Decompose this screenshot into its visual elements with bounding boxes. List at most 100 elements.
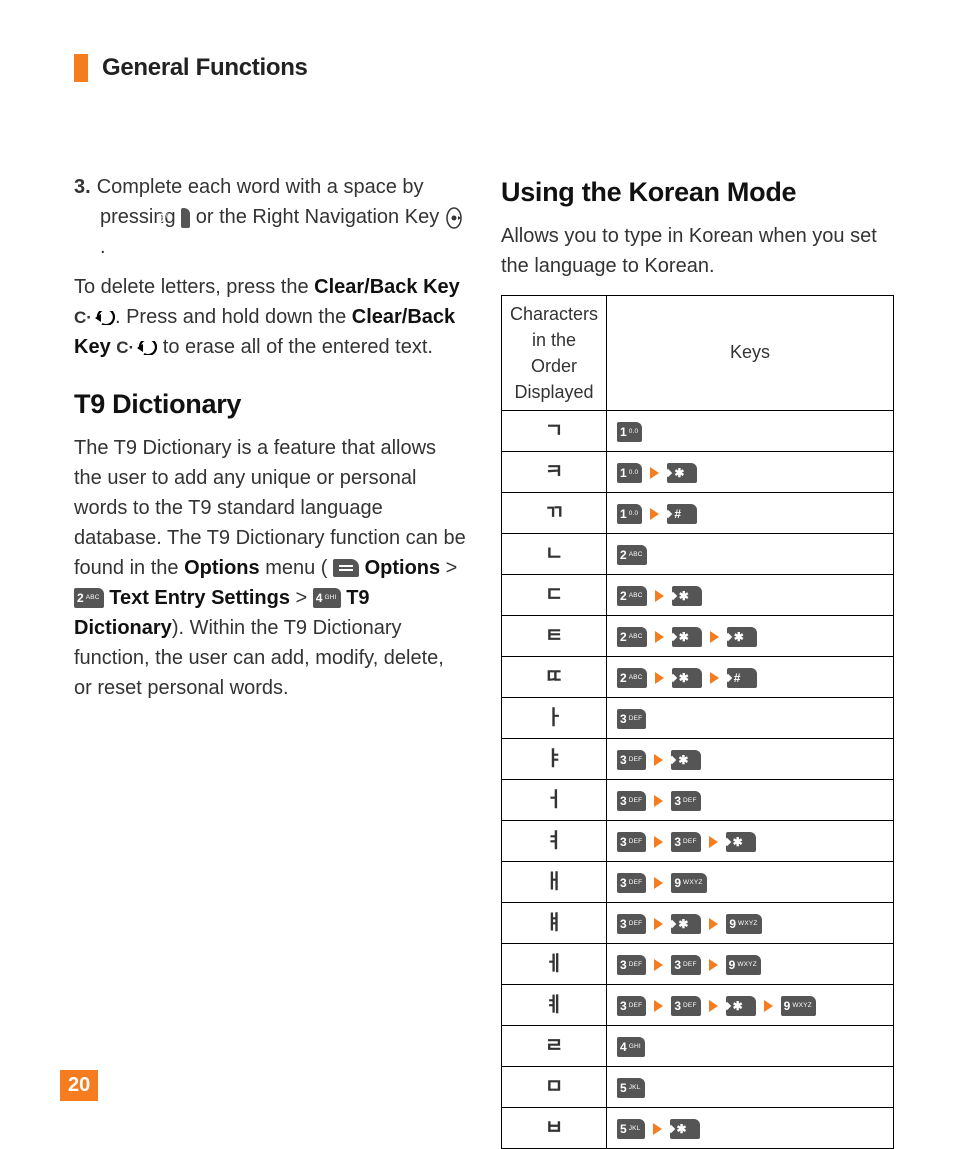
keys-cell: 3DEF3DEF✱ — [607, 820, 894, 861]
key-star-icon: ✱ — [670, 1119, 700, 1139]
char-cell: ㅂ — [502, 1107, 607, 1148]
clear-back-icon: C· — [116, 335, 157, 361]
keys-cell: 3DEF — [607, 697, 894, 738]
arrow-right-icon — [655, 631, 664, 643]
delete-text: To delete letters, press the Clear/Back … — [74, 272, 467, 362]
key-k9-icon: 9WXYZ — [781, 996, 816, 1016]
arrow-right-icon — [650, 467, 659, 479]
table-row: ㄷ2ABC✱ — [502, 574, 894, 615]
char-cell: ㄴ — [502, 533, 607, 574]
right-column: Using the Korean Mode Allows you to type… — [501, 172, 894, 1149]
arrow-right-icon — [709, 959, 718, 971]
arrow-right-icon — [653, 1123, 662, 1135]
arrow-right-icon — [654, 959, 663, 971]
keys-cell: 2ABC✱# — [607, 656, 894, 697]
arrow-right-icon — [710, 631, 719, 643]
key-k5-icon: 5JKL — [617, 1119, 645, 1139]
keys-cell: 3DEF✱9WXYZ — [607, 902, 894, 943]
arrow-right-icon — [654, 1000, 663, 1012]
key-k3-icon: 3DEF — [671, 791, 700, 811]
korean-intro: Allows you to type in Korean when you se… — [501, 221, 894, 281]
keys-cell: 10.0 # — [607, 492, 894, 533]
keys-cell: 2ABC — [607, 533, 894, 574]
char-cell: ㅏ — [502, 697, 607, 738]
nav-right-icon — [445, 207, 463, 229]
keys-cell: 3DEF 3DEF — [607, 779, 894, 820]
table-row: ㅌ2ABC✱✱ — [502, 615, 894, 656]
key-k1-icon: 10.0 — [617, 504, 642, 524]
body-columns: 3.Complete each word with a space by pre… — [74, 172, 894, 1149]
step-3: 3.Complete each word with a space by pre… — [74, 172, 467, 262]
keys-cell: 3DEF9WXYZ — [607, 861, 894, 902]
arrow-right-icon — [650, 508, 659, 520]
key-k3-icon: 3DEF — [617, 996, 646, 1016]
table-header-keys: Keys — [607, 295, 894, 410]
char-cell: ㅐ — [502, 861, 607, 902]
t9-body: The T9 Dictionary is a feature that allo… — [74, 433, 467, 703]
arrow-right-icon — [709, 918, 718, 930]
keys-cell: 3DEF3DEF9WXYZ — [607, 943, 894, 984]
arrow-right-icon — [654, 918, 663, 930]
table-row: ㄱ 10.0 — [502, 410, 894, 451]
keys-cell: 2ABC✱ — [607, 574, 894, 615]
key-star-icon: ✱ — [671, 914, 701, 934]
key-hash-icon: # — [727, 668, 757, 688]
key-k2-icon: 2ABC — [617, 627, 647, 647]
keys-cell: 10.0 — [607, 410, 894, 451]
key-k3-icon: 3DEF — [671, 955, 700, 975]
char-cell: ㅕ — [502, 820, 607, 861]
char-cell: ㄱ — [502, 410, 607, 451]
left-column: 3.Complete each word with a space by pre… — [74, 172, 467, 1149]
arrow-right-icon — [655, 672, 664, 684]
key-star-icon: ✱ — [672, 668, 702, 688]
table-row: ㄹ4GHI — [502, 1025, 894, 1066]
arrow-right-icon — [655, 590, 664, 602]
key-star-icon: ✱ — [727, 627, 757, 647]
key-k1-icon: 10.0 — [617, 422, 642, 442]
key-k2-icon: 2ABC — [617, 545, 647, 565]
arrow-right-icon — [710, 672, 719, 684]
header-accent — [74, 54, 88, 82]
arrow-right-icon — [654, 795, 663, 807]
char-cell: ㅓ — [502, 779, 607, 820]
key-k2-icon: 2ABC — [617, 586, 647, 606]
char-cell: ㅌ — [502, 615, 607, 656]
arrow-right-icon — [764, 1000, 773, 1012]
page-header: General Functions — [74, 54, 894, 82]
keys-cell: 10.0✱ — [607, 451, 894, 492]
key-k1-icon: 10.0 — [617, 463, 642, 483]
key-k9-icon: 9WXYZ — [726, 914, 761, 934]
key-star-icon: ✱ — [671, 750, 701, 770]
table-row: ㅂ 5JKL ✱ — [502, 1107, 894, 1148]
table-row: ㄸ2ABC✱# — [502, 656, 894, 697]
char-cell: ㅋ — [502, 451, 607, 492]
char-cell: ㅖ — [502, 984, 607, 1025]
page-title: General Functions — [102, 54, 308, 82]
table-row: ㅏ 3DEF — [502, 697, 894, 738]
keys-cell: 5JKL ✱ — [607, 1107, 894, 1148]
table-row: ㅁ5JKL — [502, 1066, 894, 1107]
table-row: ㅓ 3DEF 3DEF — [502, 779, 894, 820]
key-k3-icon: 3DEF — [617, 709, 646, 729]
keys-cell: 2ABC✱✱ — [607, 615, 894, 656]
key-k3-icon: 3DEF — [617, 791, 646, 811]
arrow-right-icon — [709, 1000, 718, 1012]
key-hash-icon: # — [667, 504, 697, 524]
key-star-icon: ✱ — [726, 996, 756, 1016]
key-star-icon: ✱ — [726, 832, 756, 852]
table-header-chars: Characters in the Order Displayed — [502, 295, 607, 410]
table-row: ㅋ10.0✱ — [502, 451, 894, 492]
arrow-right-icon — [709, 836, 718, 848]
key-k3-icon: 3DEF — [671, 832, 700, 852]
keys-cell: 3DEF✱ — [607, 738, 894, 779]
table-row: ㄴ 2ABC — [502, 533, 894, 574]
keys-cell: 3DEF 3DEF ✱ 9WXYZ — [607, 984, 894, 1025]
key-k9-icon: 9WXYZ — [726, 955, 761, 975]
key-k3-icon: 3DEF — [671, 996, 700, 1016]
keys-cell: 4GHI — [607, 1025, 894, 1066]
korean-table: Characters in the Order Displayed Keys ㄱ… — [501, 295, 894, 1149]
char-cell: ㅒ — [502, 902, 607, 943]
arrow-right-icon — [654, 836, 663, 848]
key-2-icon: 2ABC — [74, 588, 104, 608]
arrow-right-icon — [654, 754, 663, 766]
